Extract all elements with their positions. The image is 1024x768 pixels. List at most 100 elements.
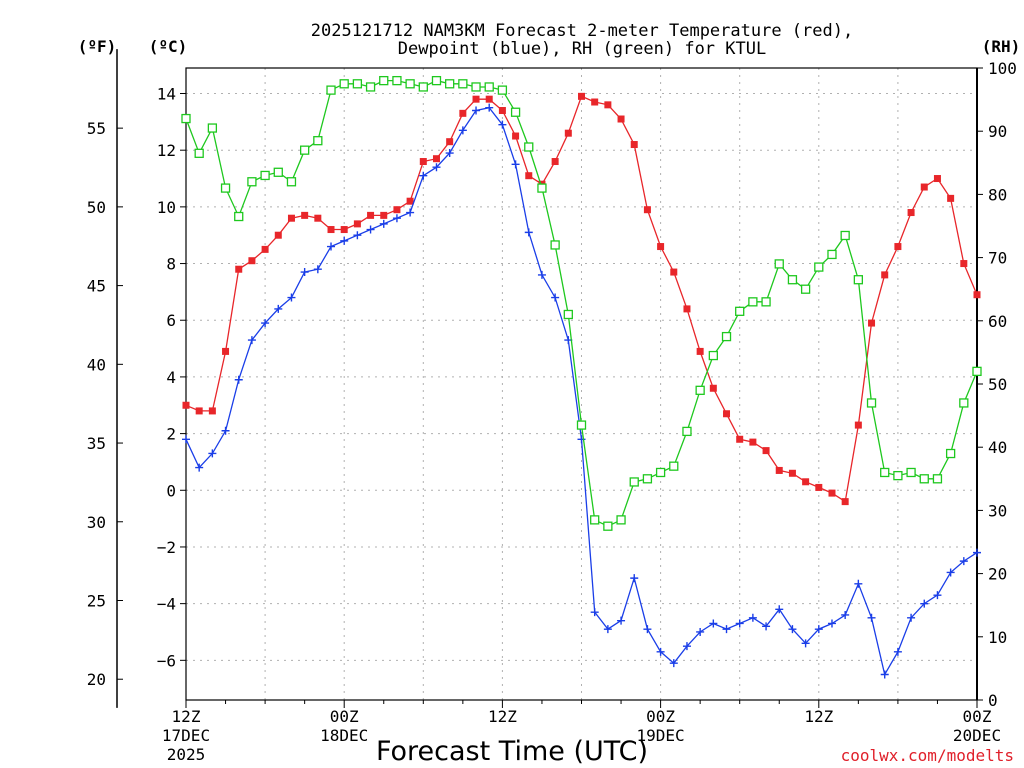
fahrenheit-tick-label: 45 — [87, 277, 106, 296]
celsius-tick-label: 4 — [166, 368, 176, 387]
rh-point — [669, 461, 679, 471]
2-meter-temperature-point — [327, 226, 335, 234]
rh-point — [814, 262, 824, 272]
dewpoint-point — [247, 336, 256, 345]
rh-tick-label: 30 — [988, 501, 1007, 520]
2-meter-temperature-point — [683, 305, 691, 313]
dewpoint-point — [485, 103, 494, 112]
dewpoint-point — [551, 293, 560, 302]
x-tick-label-time: 12Z — [172, 707, 201, 726]
x-tick-label-time: 12Z — [804, 707, 833, 726]
rh-point — [787, 275, 798, 285]
2-meter-temperature-point — [868, 319, 876, 327]
dewpoint-point — [748, 613, 757, 622]
dewpoint-point — [537, 270, 546, 279]
dewpoint-point — [603, 625, 612, 634]
dewpoint-point — [946, 568, 955, 577]
rh-point — [379, 75, 389, 86]
fahrenheit-tick-label: 50 — [87, 198, 106, 217]
dewpoint-point — [406, 208, 415, 217]
axes: 14121086420−2−4−655504540353025201009080… — [87, 49, 1017, 764]
rh-point — [972, 366, 982, 377]
2-meter-temperature-point — [881, 271, 889, 279]
rh-point — [207, 123, 218, 133]
rh-point — [748, 297, 758, 307]
2-meter-temperature-point — [973, 291, 981, 299]
dewpoint-point — [419, 171, 428, 180]
dewpoint-point — [709, 619, 718, 628]
dewpoint-point — [524, 228, 533, 237]
rh-point — [445, 79, 455, 89]
rh-tick-label: 10 — [988, 628, 1007, 647]
2-meter-temperature-point — [854, 421, 862, 429]
dewpoint-point — [959, 557, 968, 566]
2-meter-temperature-point — [788, 469, 796, 477]
x-tick-label-time: 00Z — [646, 707, 675, 726]
2-meter-temperature-point — [301, 211, 309, 219]
dewpoint-point — [788, 625, 797, 634]
dewpoint-point — [867, 613, 876, 622]
2-meter-temperature-point — [512, 132, 520, 140]
rh-point — [721, 331, 732, 342]
dewpoint-point — [432, 163, 441, 172]
fahrenheit-tick-label: 35 — [87, 434, 106, 453]
rh-point — [326, 85, 336, 95]
dewpoint-point — [392, 214, 401, 223]
dewpoint-point — [458, 126, 467, 135]
2-meter-temperature-point — [274, 231, 282, 239]
rh-point — [866, 398, 877, 408]
2-meter-temperature-point — [261, 245, 269, 253]
dewpoint-point — [920, 599, 929, 608]
2-meter-temperature-point — [775, 466, 783, 474]
credit-text: coolwx.com/modelts — [841, 746, 1014, 765]
2-meter-temperature-point — [696, 347, 704, 355]
2-meter-temperature-point — [208, 407, 216, 415]
rh-point — [510, 107, 521, 117]
rh-point — [840, 230, 850, 241]
rh-point — [932, 474, 943, 484]
rh-point — [286, 177, 297, 187]
dewpoint-point — [195, 463, 204, 472]
rh-point — [919, 474, 929, 484]
2-meter-temperature-point — [894, 243, 902, 251]
dewpoint-point — [854, 579, 863, 588]
rh-point — [497, 85, 508, 95]
rh-point — [655, 467, 666, 478]
rh-point — [339, 79, 349, 89]
2-meter-temperature-point — [367, 211, 375, 219]
rh-point — [352, 79, 363, 89]
rh-point — [484, 82, 494, 92]
rh-point — [537, 183, 547, 193]
rh-point — [299, 145, 310, 155]
x-tick-label-time: 00Z — [330, 707, 359, 726]
rh-point — [220, 183, 231, 193]
dewpoint-point — [801, 639, 810, 648]
fahrenheit-axis-unit: (ºF) — [78, 37, 117, 56]
rh-point — [247, 177, 257, 187]
2-meter-temperature-point — [815, 483, 823, 491]
rh-point — [853, 275, 863, 285]
dewpoint-point — [722, 625, 731, 634]
x-tick-label-date: 20DEC — [953, 726, 1001, 745]
chart-title: 2025121712 NAM3KM Forecast 2-meter Tempe… — [311, 21, 853, 41]
rh-point — [880, 467, 890, 478]
rh-point — [945, 448, 956, 459]
rh-point — [563, 309, 573, 320]
2-meter-temperature-point — [933, 175, 941, 183]
2-meter-temperature-point — [604, 101, 612, 109]
rh-point — [774, 259, 784, 269]
dewpoint-point — [735, 619, 744, 628]
2-meter-temperature-point — [643, 206, 651, 214]
rh-tick-label: 20 — [988, 565, 1007, 584]
dewpoint-point — [617, 616, 626, 625]
2-meter-temperature-point — [525, 172, 533, 180]
fahrenheit-tick-label: 20 — [87, 670, 106, 689]
2-meter-temperature-point — [591, 98, 599, 106]
dewpoint-point — [208, 449, 217, 458]
celsius-tick-label: −6 — [157, 651, 176, 670]
rh-point — [616, 515, 626, 525]
rh-point — [458, 79, 468, 89]
dewpoint-point — [577, 435, 586, 444]
dewpoint-point — [274, 304, 283, 313]
2-meter-temperature-point — [670, 268, 678, 276]
